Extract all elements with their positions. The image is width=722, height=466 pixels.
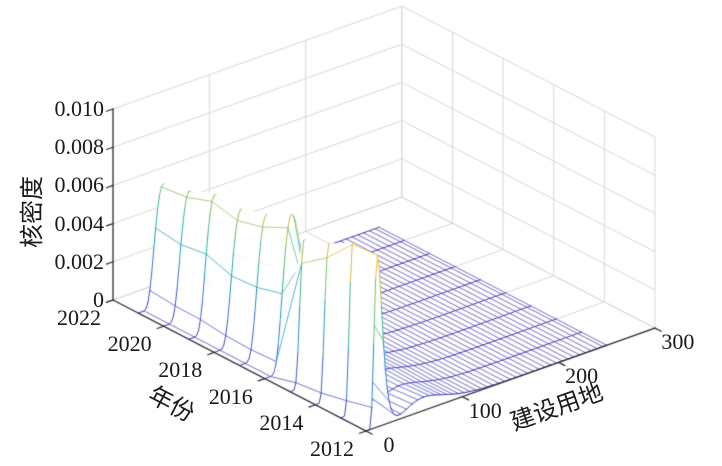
land-tick-label: 0 — [383, 432, 395, 457]
year-tick-label: 2020 — [107, 331, 152, 357]
year-tick-label: 2022 — [57, 305, 101, 330]
z-tick-label: 0.006 — [54, 172, 105, 198]
land-tick-label: 100 — [468, 397, 502, 423]
z-tick-label: 0.002 — [54, 248, 105, 274]
z-axis-label: 核密度 — [20, 176, 46, 248]
year-tick-label: 2016 — [208, 383, 253, 409]
year-tick-label: 2014 — [259, 409, 304, 435]
z-tick-label: 0.008 — [54, 134, 105, 160]
year-tick-label: 2018 — [158, 357, 203, 383]
land-tick-label: 200 — [565, 363, 599, 389]
z-tick-label: 0.010 — [54, 96, 105, 121]
z-tick-label: 0.004 — [54, 210, 105, 236]
z-tick-label: 0 — [93, 287, 104, 312]
land-tick-label: 300 — [661, 329, 695, 355]
year-tick-label: 2012 — [310, 436, 354, 461]
